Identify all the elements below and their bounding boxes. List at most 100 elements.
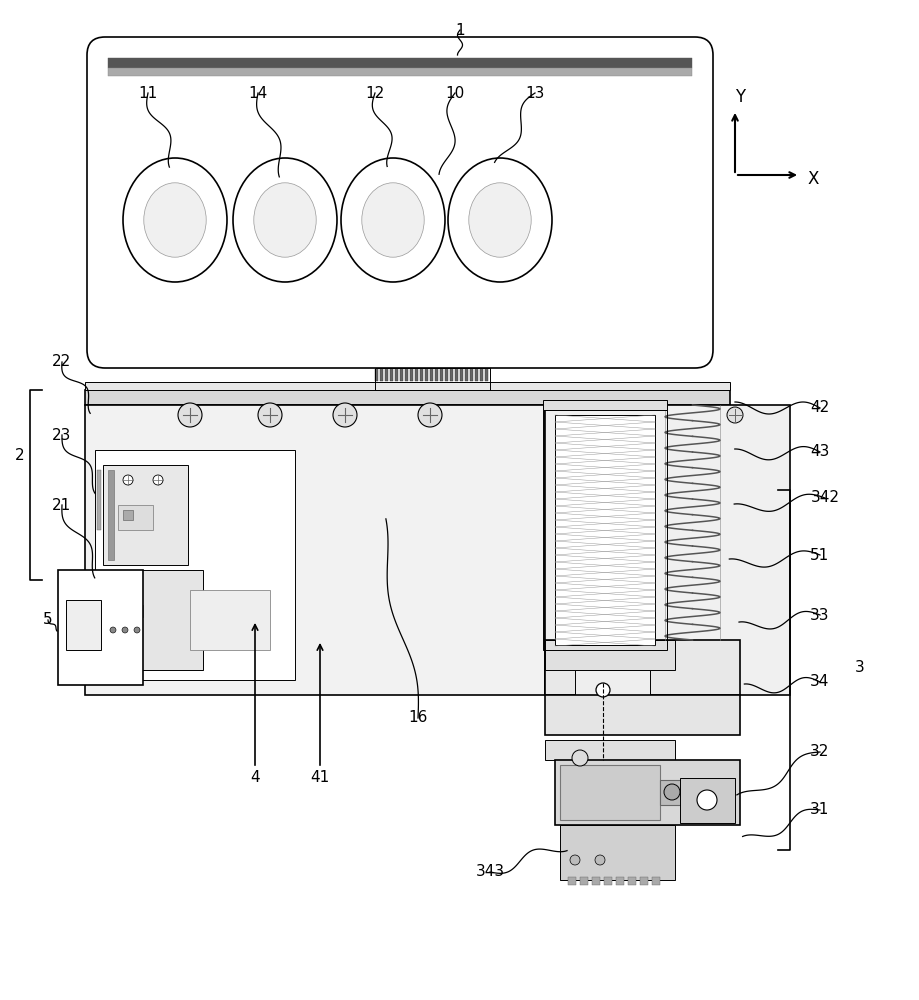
Bar [103,570,203,670]
Ellipse shape [254,183,316,257]
Bar [96,470,101,530]
Bar [640,877,647,885]
Bar [375,368,490,390]
Text: 41: 41 [310,770,329,785]
Text: 22: 22 [52,355,72,369]
Ellipse shape [469,183,530,257]
Bar [464,368,468,381]
Ellipse shape [233,158,336,282]
Text: 4: 4 [250,770,259,785]
Circle shape [110,627,116,633]
Bar [85,405,544,695]
Bar [375,368,378,381]
Bar [414,368,418,381]
Bar [85,382,729,390]
Bar [554,415,654,645]
Bar [567,877,575,885]
Circle shape [417,403,441,427]
Circle shape [123,475,133,485]
Bar [659,780,685,805]
Bar [560,765,659,820]
Text: 343: 343 [475,864,504,879]
Circle shape [570,855,579,865]
Text: 23: 23 [52,428,72,442]
Bar [544,695,739,735]
Text: 1: 1 [455,23,464,38]
Text: 34: 34 [810,674,829,690]
Circle shape [595,855,605,865]
Bar [58,570,142,685]
Bar [190,590,269,650]
Circle shape [596,683,609,697]
Text: 32: 32 [810,744,829,760]
Bar [420,368,423,381]
Bar [455,368,458,381]
Bar [118,505,153,530]
Bar [544,640,739,695]
Bar [429,368,433,381]
Ellipse shape [448,158,551,282]
Bar [85,390,729,405]
Text: 42: 42 [810,400,829,416]
Circle shape [333,403,357,427]
Bar [591,877,599,885]
Bar [579,877,587,885]
Circle shape [153,475,163,485]
Bar [542,410,666,650]
Bar [111,605,123,617]
Bar [95,450,295,680]
Bar [400,368,403,381]
Bar [574,670,650,695]
Text: 2: 2 [16,448,25,462]
Bar [679,778,734,823]
Text: 11: 11 [138,86,157,101]
Bar [435,368,438,381]
Bar [108,58,691,68]
Circle shape [257,403,282,427]
Text: 13: 13 [525,86,544,101]
Circle shape [664,784,679,800]
Bar [460,368,463,381]
Circle shape [726,407,743,423]
Bar [542,400,666,410]
Circle shape [122,627,128,633]
Bar [111,580,130,595]
Text: 16: 16 [408,710,427,726]
Bar [103,465,187,565]
Ellipse shape [143,183,206,257]
Circle shape [697,790,716,810]
Bar [390,368,393,381]
Bar [544,640,675,670]
Bar [380,368,383,381]
Bar [628,877,635,885]
Circle shape [572,750,587,766]
Ellipse shape [341,158,445,282]
Bar [394,368,398,381]
Bar [544,740,675,760]
Bar [544,405,789,695]
Text: X: X [807,170,818,188]
Bar [449,368,453,381]
Text: 342: 342 [810,490,839,506]
Text: 43: 43 [810,444,829,460]
Text: 12: 12 [365,86,384,101]
Bar [425,368,428,381]
Bar [484,368,488,381]
Text: 10: 10 [445,86,464,101]
Text: 21: 21 [52,497,72,512]
Circle shape [177,403,202,427]
Bar [108,470,114,560]
Text: 51: 51 [810,548,829,562]
Ellipse shape [361,183,424,257]
Text: Y: Y [734,88,744,106]
Bar [616,877,623,885]
Ellipse shape [123,158,227,282]
Text: 33: 33 [810,607,829,622]
Circle shape [134,627,140,633]
Bar [560,825,675,880]
Bar [108,68,691,76]
Bar [604,877,611,885]
Bar [130,605,142,617]
Bar [439,368,443,381]
Bar [123,510,133,520]
